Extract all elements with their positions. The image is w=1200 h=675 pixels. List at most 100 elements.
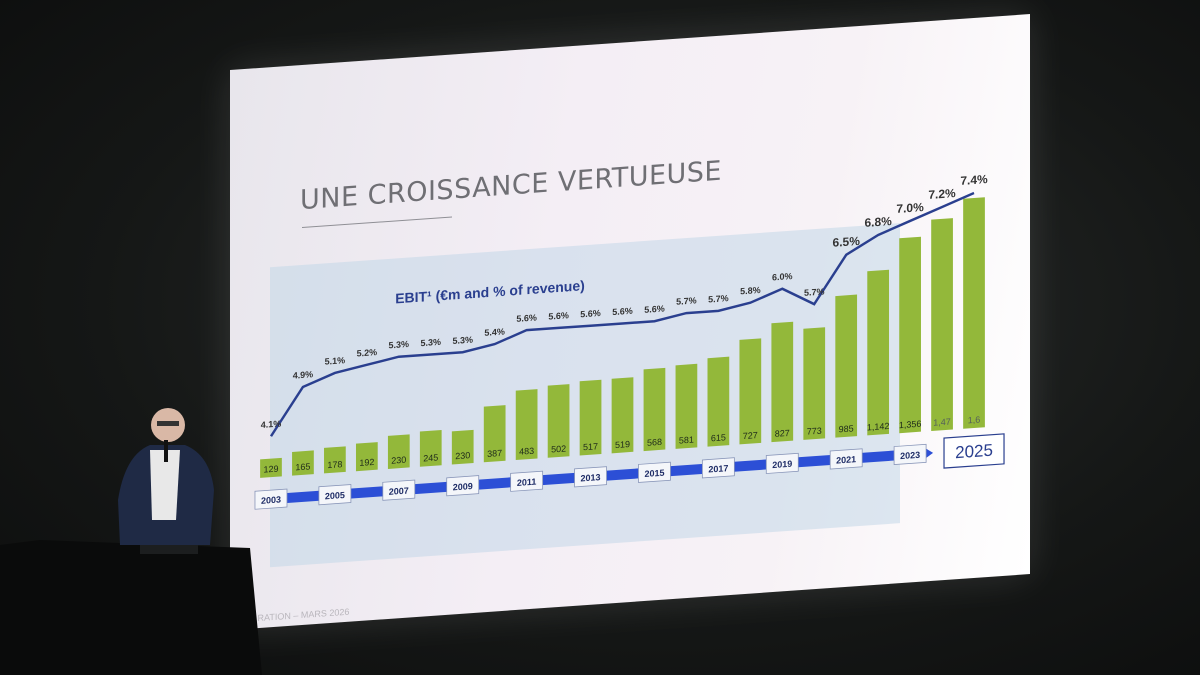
bar-value-label: 773: [807, 426, 822, 437]
ebit-bar: [260, 457, 282, 478]
bar-value-label: 581: [679, 435, 694, 446]
ebit-bar: [419, 429, 442, 467]
ebit-bar: [739, 338, 762, 445]
bar-value-label: 727: [743, 430, 758, 441]
timeline-year-label: 2015: [644, 468, 664, 479]
bar-value-label: 827: [775, 428, 790, 439]
timeline-year-box: [254, 488, 288, 510]
podium: [0, 540, 262, 675]
chart-title: EBIT¹ (€m and % of revenue): [395, 277, 585, 306]
ebit-bar: [707, 356, 730, 447]
ebit-margin-line: [269, 191, 975, 437]
speaker-head: [151, 408, 185, 442]
bar-value-label: 230: [391, 455, 406, 466]
timeline-year-label: 2021: [836, 454, 856, 465]
ebit-bar: [292, 450, 314, 476]
timeline-year-box: [893, 443, 927, 465]
timeline-year-box: [638, 461, 671, 483]
bar-value-label: 568: [647, 437, 662, 448]
bar-value-label: 985: [839, 423, 854, 434]
presentation-slide: UNE CROISSANCE VERTUEUSE EBIT¹ (€m and %…: [230, 14, 1030, 631]
margin-percent-label: 6.5%: [833, 234, 861, 250]
ebit-bar: [451, 429, 474, 465]
margin-percent-label: 5.1%: [325, 355, 345, 366]
timeline-year-label: 2023: [900, 450, 920, 461]
year-2025-label: 2025: [955, 441, 993, 463]
speaker-body: [118, 445, 214, 545]
ebit-bar: [324, 446, 346, 474]
timeline-year-label: 2011: [517, 477, 537, 488]
margin-percent-label: 5.2%: [357, 347, 377, 358]
bar-value-label: 1,6: [968, 415, 981, 426]
ebit-bar: [931, 218, 953, 431]
bar-value-label: 483: [519, 446, 534, 457]
timeline-year-box: [446, 475, 480, 497]
margin-percent-label: 5.6%: [644, 303, 664, 314]
bar-value-label: 517: [583, 441, 598, 452]
margin-percent-label: 5.8%: [740, 285, 760, 296]
margin-percent-label: 5.3%: [452, 335, 472, 346]
ebit-bar: [355, 442, 378, 472]
margin-percent-label: 5.6%: [548, 310, 568, 321]
bar-value-label: 1,356: [899, 419, 922, 431]
bar-value-label: 387: [487, 448, 502, 459]
speaker-glasses: [157, 421, 179, 426]
margin-percent-label: 5.7%: [804, 286, 824, 297]
ebit-bar: [675, 363, 698, 449]
ebit-bar: [611, 377, 634, 454]
timeline-year-box: [382, 479, 416, 501]
margin-percent-label: 5.7%: [708, 293, 728, 304]
bar-value-label: 615: [711, 432, 726, 443]
lectern: [140, 520, 198, 554]
speaker-shirt: [150, 450, 180, 520]
timeline-year-label: 2007: [389, 486, 409, 497]
bar-value-label: 502: [551, 444, 566, 455]
bar-value-label: 519: [615, 439, 630, 450]
timeline-year-box: [510, 470, 544, 492]
bar-value-label: 165: [295, 461, 310, 472]
margin-percent-label: 7.0%: [896, 200, 924, 216]
year-2025-box: [943, 433, 1005, 469]
margin-percent-label: 7.2%: [928, 186, 956, 202]
margin-percent-label: 5.3%: [389, 339, 409, 350]
bar-value-label: 129: [263, 464, 278, 475]
ebit-bar: [771, 321, 794, 443]
timeline-year-box: [574, 466, 607, 488]
margin-percent-label: 6.0%: [772, 271, 792, 282]
timeline-year-box: [318, 484, 352, 506]
timeline-year-label: 2019: [772, 459, 792, 470]
bar-value-label: 1,47: [933, 417, 951, 428]
timeline-year-label: 2017: [708, 463, 728, 474]
bar-value-label: 178: [327, 459, 342, 470]
ebit-bar: [579, 379, 602, 456]
margin-percent-label: 5.7%: [676, 295, 696, 306]
ebit-bar: [643, 367, 666, 452]
margin-percent-label: 5.6%: [580, 308, 600, 319]
ebit-bar: [803, 327, 826, 440]
timeline-year-label: 2003: [261, 494, 281, 505]
margin-percent-label: 4.9%: [293, 369, 313, 380]
bar-value-label: 245: [423, 452, 438, 463]
ebit-bar: [867, 269, 890, 436]
microphone: [164, 440, 168, 462]
timeline-year-label: 2013: [581, 472, 601, 483]
bar-value-label: 230: [455, 450, 470, 461]
timeline-year-label: 2009: [453, 481, 473, 492]
bar-value-label: 1,142: [867, 421, 890, 433]
timeline-year-box: [765, 452, 799, 474]
page-number: 24: [1000, 575, 1014, 591]
timeline-year-box: [701, 457, 735, 479]
timeline-year-label: 2005: [325, 490, 345, 501]
ebit-bar: [547, 384, 570, 458]
bar-value-label: 192: [359, 457, 374, 468]
margin-percent-label: 5.4%: [484, 326, 504, 337]
ebit-bar: [835, 294, 858, 438]
margin-percent-label: 5.6%: [612, 306, 632, 317]
margin-percent-label: 7.4%: [960, 172, 988, 188]
ebit-bar: [963, 197, 985, 429]
ebit-bar: [515, 389, 538, 461]
margin-percent-label: 6.8%: [864, 214, 892, 230]
margin-percent-label: 5.3%: [421, 337, 441, 348]
ebit-bar: [899, 236, 921, 434]
